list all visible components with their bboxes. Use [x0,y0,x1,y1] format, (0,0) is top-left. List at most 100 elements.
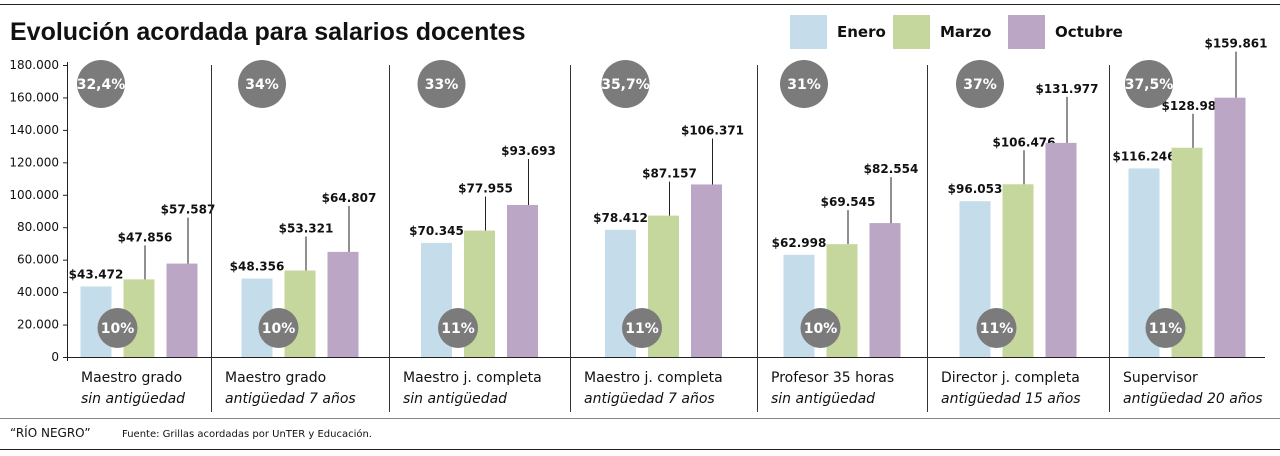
y-tick-label: 60.000 [17,253,59,267]
value-label-marzo: $87.157 [642,167,697,181]
value-label-enero: $48.356 [230,260,285,274]
value-label-enero: $70.345 [409,224,464,238]
total-increase-label: 37% [963,77,997,93]
category-label: Maestro j. completa [403,370,542,386]
total-increase-badge [1125,60,1173,108]
bar-octubre [1045,142,1077,357]
chart-title: Evolución acordada para salarios docente… [10,18,525,46]
value-label-marzo: $47.856 [118,230,173,244]
category-sublabel: antigüedad 20 años [1123,391,1263,407]
category-label: Maestro grado [81,370,182,386]
total-increase-label: 32,4% [77,77,126,93]
bar-group: $48.356 $53.321 $64.807 34% 10% Maestro grado… [211,60,377,412]
y-tick-label: 180.000 [9,58,59,72]
first-increase-badge [1145,308,1186,348]
y-tick-label: 20.000 [17,318,59,332]
first-increase-label: 11% [1149,321,1183,337]
value-label-enero: $43.472 [69,267,124,281]
total-increase-badge [77,60,125,108]
total-increase-badge [956,60,1004,108]
total-increase-label: 35,7% [601,77,650,93]
category-label: Maestro grado [225,370,326,386]
category-sublabel: sin antigüedad [403,391,507,407]
y-tick-label: 80.000 [17,220,59,234]
total-increase-badge [238,60,286,108]
bar-octubre [691,184,722,357]
first-increase-label: 10% [101,321,135,337]
category-sublabel: sin antigüedad [771,391,875,407]
total-increase-badge [601,60,650,108]
legend-swatch-enero [790,15,827,49]
category-sublabel: antigüedad 7 años [225,391,356,407]
total-increase-label: 37,5% [1125,77,1174,93]
bar-octubre [869,223,901,357]
bar-group: $78.412 $87.157 $106.371 35,7% 11% Maestro j.… [570,60,744,412]
bar-octubre [327,251,359,357]
bar-group: $62.998 $69.545 $82.554 31% 10% Profesor 35 h… [757,60,919,412]
value-label-enero: $96.053 [948,182,1003,196]
y-tick-label: 100.000 [9,188,59,202]
value-label-octubre: $159.861 [1204,37,1267,51]
bar-octubre [1214,97,1246,358]
total-increase-badge [780,60,828,108]
first-increase-badge [258,308,299,348]
value-label-octubre: $93.693 [501,144,556,158]
first-increase-badge [976,308,1017,348]
total-increase-label: 33% [425,77,459,93]
first-increase-badge [800,308,841,348]
y-axis: 0 20.000 40.000 60.000 80.000 100.000 120.000 1… [9,58,1265,364]
bar-group: $70.345 $77.955 $93.693 33% 11% Maestro j. co… [389,60,556,412]
footer-source-name: “RÍO NEGRO” [10,425,91,440]
first-increase-badge [622,308,662,348]
first-increase-badge [97,308,138,348]
total-increase-label: 31% [787,77,821,93]
footer-source-note: Fuente: Grillas acordadas por UnTER y Ed… [122,428,372,440]
value-label-marzo: $128.988 [1161,99,1224,113]
category-label: Maestro j. completa [584,370,723,386]
bar-groups: $43.472 $47.856 $57.587 32,4% 10% Maestro gra… [69,37,1268,412]
value-label-octubre: $131.977 [1035,82,1098,96]
first-increase-label: 11% [625,321,659,337]
bar-octubre [166,263,198,357]
category-label: Supervisor [1123,370,1198,386]
total-increase-badge [417,60,466,108]
value-label-octubre: $57.587 [161,203,216,217]
value-label-marzo: $53.321 [279,222,334,236]
y-tick-label: 0 [51,350,59,364]
bar-octubre [507,205,538,357]
legend-swatch-marzo [893,15,930,49]
value-label-marzo: $77.955 [458,182,513,196]
value-label-enero: $116.246 [1112,149,1175,163]
value-label-octubre: $106.371 [681,123,744,137]
first-increase-badge [438,308,478,348]
bar-group: $116.246 $128.988 $159.861 37,5% 11% Supervis… [1109,37,1268,412]
y-tick-label: 40.000 [17,285,59,299]
y-tick-label: 140.000 [9,123,59,137]
legend-label-enero: Enero [837,23,886,41]
first-increase-label: 11% [980,321,1014,337]
category-label: Director j. completa [941,370,1080,386]
first-increase-label: 10% [804,321,838,337]
legend-label-octubre: Octubre [1055,23,1123,41]
legend: Enero Marzo Octubre [790,15,1123,49]
legend-label-marzo: Marzo [940,23,991,41]
value-label-octubre: $64.807 [322,191,377,205]
first-increase-label: 10% [262,321,296,337]
y-tick-label: 120.000 [9,155,59,169]
first-increase-label: 11% [441,321,475,337]
category-sublabel: antigüedad 15 años [941,391,1081,407]
value-label-marzo: $69.545 [821,195,876,209]
value-label-enero: $62.998 [772,236,827,250]
value-label-marzo: $106.476 [992,135,1055,149]
bar-group: $96.053 $106.476 $131.977 37% 11% Director j.… [927,60,1099,412]
value-label-octubre: $82.554 [864,162,919,176]
total-increase-label: 34% [245,77,279,93]
y-tick-label: 160.000 [9,90,59,104]
legend-swatch-octubre [1008,15,1045,49]
value-label-enero: $78.412 [593,211,648,225]
category-sublabel: sin antigüedad [81,391,185,407]
category-sublabel: antigüedad 7 años [584,391,715,407]
category-label: Profesor 35 horas [771,370,894,386]
bar-group: $43.472 $47.856 $57.587 32,4% 10% Maestro gra… [69,60,216,407]
